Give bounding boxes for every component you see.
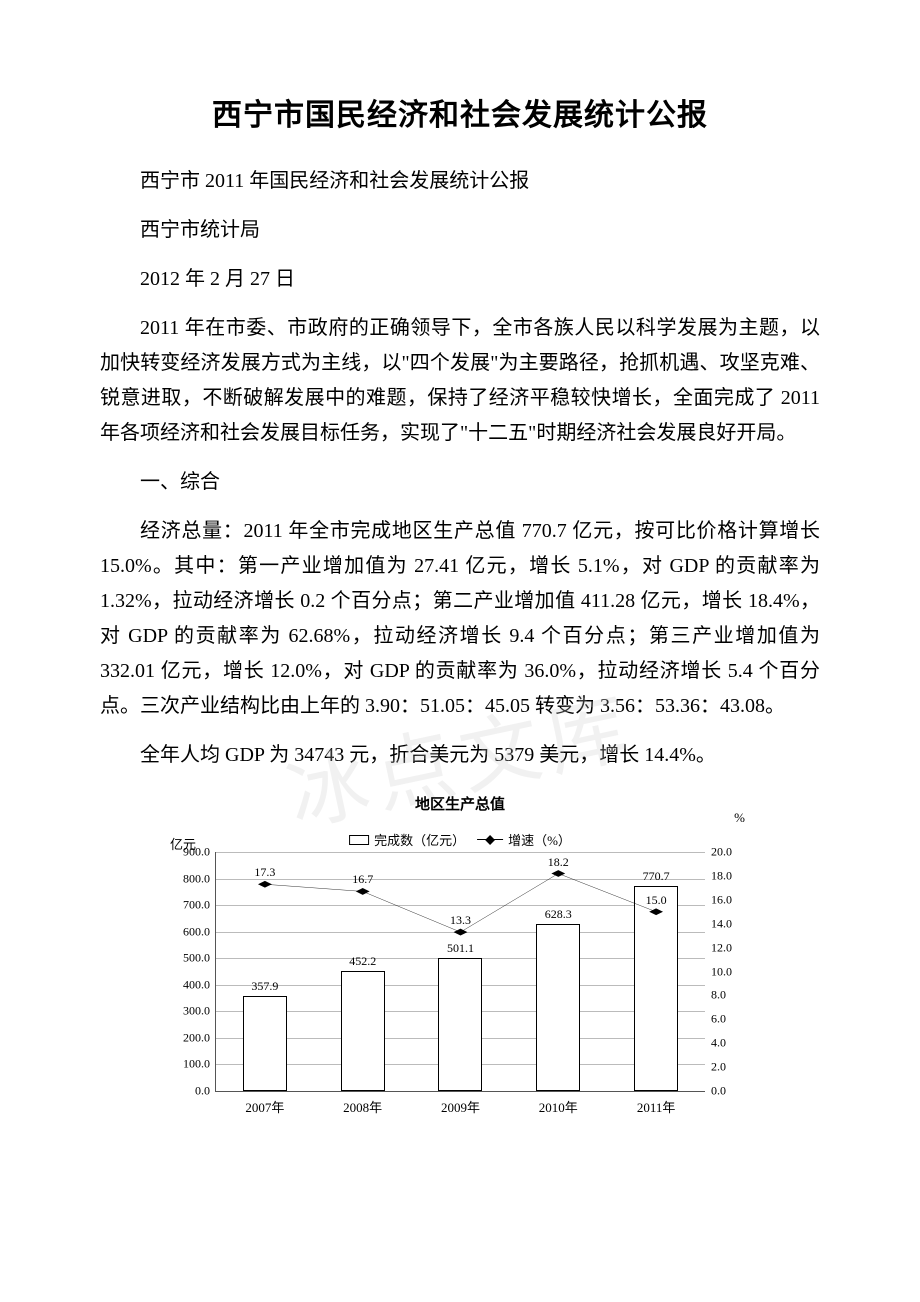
y-right-tick: 16.0: [705, 892, 732, 907]
legend-bar-item: 完成数（亿元）: [349, 830, 465, 849]
legend-bar-icon: [349, 835, 369, 845]
x-tick: 2009年: [441, 1091, 480, 1116]
line-series: [216, 852, 705, 1091]
y-right-tick: 6.0: [705, 1012, 726, 1027]
line-value-label: 17.3: [254, 865, 275, 884]
section-heading: 一、综合: [100, 465, 820, 500]
subtitle-line: 西宁市 2011 年国民经济和社会发展统计公报: [100, 164, 820, 199]
bureau-line: 西宁市统计局: [100, 213, 820, 248]
x-tick: 2010年: [539, 1091, 578, 1116]
legend-line-icon: [477, 839, 503, 840]
x-tick: 2007年: [245, 1091, 284, 1116]
y-right-tick: 14.0: [705, 916, 732, 931]
y-right-tick: 10.0: [705, 964, 732, 979]
right-axis-label: %: [734, 810, 745, 826]
date-line: 2012 年 2 月 27 日: [100, 262, 820, 297]
legend-line-item: 增速（%）: [477, 830, 571, 849]
y-left-tick: 100.0: [183, 1057, 216, 1072]
legend-bar-label: 完成数（亿元）: [374, 830, 465, 849]
economy-paragraph: 经济总量：2011 年全市完成地区生产总值 770.7 亿元，按可比价格计算增长…: [100, 514, 820, 724]
chart-legend: 完成数（亿元） 增速（%）: [349, 830, 571, 849]
y-right-tick: 20.0: [705, 845, 732, 860]
y-left-tick: 500.0: [183, 951, 216, 966]
chart-body: 亿元 % 完成数（亿元） 增速（%） 0.0100.0200.0300.0400…: [150, 822, 770, 1122]
y-left-tick: 300.0: [183, 1004, 216, 1019]
chart-title: 地区生产总值: [150, 793, 770, 814]
y-left-tick: 400.0: [183, 977, 216, 992]
plot-area: 0.0100.0200.0300.0400.0500.0600.0700.080…: [215, 852, 705, 1092]
y-left-tick: 800.0: [183, 871, 216, 886]
y-left-tick: 600.0: [183, 924, 216, 939]
x-tick: 2008年: [343, 1091, 382, 1116]
line-value-label: 15.0: [646, 893, 667, 912]
gdp-per-capita-paragraph: 全年人均 GDP 为 34743 元，折合美元为 5379 美元，增长 14.4…: [100, 738, 820, 773]
y-right-tick: 18.0: [705, 868, 732, 883]
y-left-tick: 200.0: [183, 1030, 216, 1045]
y-left-tick: 900.0: [183, 845, 216, 860]
y-right-tick: 2.0: [705, 1060, 726, 1075]
line-value-label: 13.3: [450, 913, 471, 932]
y-right-tick: 4.0: [705, 1036, 726, 1051]
document-title: 西宁市国民经济和社会发展统计公报: [100, 90, 820, 134]
intro-paragraph: 2011 年在市委、市政府的正确领导下，全市各族人民以科学发展为主题，以加快转变…: [100, 311, 820, 451]
y-left-tick: 700.0: [183, 898, 216, 913]
line-value-label: 16.7: [352, 872, 373, 891]
x-tick: 2011年: [637, 1091, 676, 1116]
y-right-tick: 8.0: [705, 988, 726, 1003]
y-right-tick: 0.0: [705, 1084, 726, 1099]
legend-line-label: 增速（%）: [508, 830, 571, 849]
line-value-label: 18.2: [548, 855, 569, 874]
y-right-tick: 12.0: [705, 940, 732, 955]
gdp-chart: 地区生产总值 亿元 % 完成数（亿元） 增速（%） 0.0100.0200.03…: [150, 793, 770, 1122]
y-left-tick: 0.0: [195, 1084, 216, 1099]
